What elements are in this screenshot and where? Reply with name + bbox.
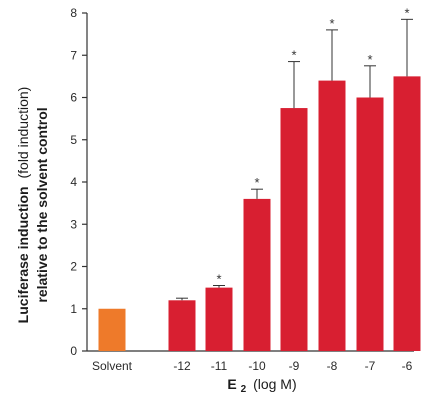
x-axis-label: E 2 (log M) <box>227 376 296 395</box>
x-axis-label-main: E <box>227 376 236 392</box>
significance-mark: * <box>254 175 259 190</box>
significance-mark: * <box>329 16 334 31</box>
plot-area: * * * * * * <box>86 5 421 352</box>
significance-mark: * <box>367 52 372 67</box>
y-tick-label: 2 <box>70 260 77 274</box>
y-tick-label: 8 <box>70 6 77 20</box>
x-axis-ticks: Solvent -12 -11 -10 -9 -8 -7 -6 <box>92 359 413 373</box>
bar <box>98 308 126 351</box>
y-tick-label: 3 <box>70 217 77 231</box>
x-tick-label: Solvent <box>92 359 133 373</box>
y-axis-label-bold: Luciferase induction <box>15 186 31 323</box>
bar <box>168 300 196 351</box>
x-axis-label-sub: 2 <box>241 384 247 395</box>
y-tick-label: 0 <box>70 344 77 358</box>
bar <box>280 108 308 351</box>
x-axis-label-unit: (log M) <box>253 376 297 392</box>
bar <box>393 76 421 351</box>
x-tick-label: -9 <box>289 359 300 373</box>
bar <box>205 287 233 351</box>
y-tick-label: 5 <box>70 133 77 147</box>
y-axis-label-line2: relative to the solvent control <box>34 107 50 302</box>
bar <box>243 198 271 351</box>
y-axis-label-light: (fold induction) <box>15 87 31 179</box>
significance-mark: * <box>291 48 296 63</box>
y-tick-label: 4 <box>70 175 77 189</box>
significance-mark: * <box>216 272 221 287</box>
y-tick-label: 7 <box>70 48 77 62</box>
x-tick-label: -11 <box>211 359 228 373</box>
bar <box>356 97 384 351</box>
bar <box>318 80 346 351</box>
x-tick-label: -8 <box>327 359 338 373</box>
y-axis-label: Luciferase induction (fold induction) <box>15 87 31 324</box>
y-axis-ticks: 0 1 2 3 4 5 6 7 8 <box>70 6 87 358</box>
y-tick-label: 6 <box>70 91 77 105</box>
significance-mark: * <box>404 5 409 20</box>
x-tick-label: -12 <box>173 359 191 373</box>
x-tick-label: -7 <box>365 359 376 373</box>
x-tick-label: -10 <box>248 359 266 373</box>
y-tick-label: 1 <box>70 302 77 316</box>
x-tick-label: -6 <box>402 359 413 373</box>
